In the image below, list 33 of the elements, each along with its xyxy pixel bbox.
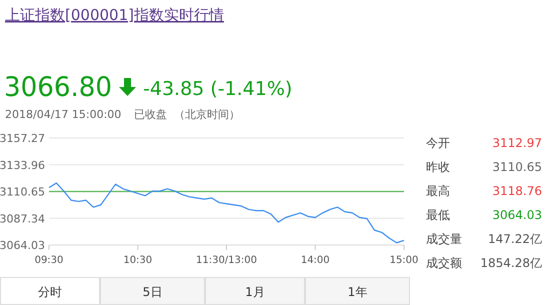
text: （北京时间） <box>174 108 240 121</box>
y-tick-label: 3064.03 <box>0 239 45 252</box>
text: 3110.65 <box>492 160 542 174</box>
text: 最高 <box>426 184 450 198</box>
text: 147.22亿 <box>488 232 542 246</box>
text: 3118.76 <box>492 184 542 198</box>
y-tick-label: 3110.65 <box>0 186 45 198</box>
text: 3112.97 <box>492 136 542 150</box>
text: 5日 <box>142 285 162 299</box>
text: 3066.80 <box>4 72 116 103</box>
text: 今开 <box>426 136 450 150</box>
text: 已收盘 <box>134 108 167 121</box>
line-series <box>48 182 405 244</box>
text: 成交额 <box>426 256 462 270</box>
text: 1854.28亿 <box>480 256 542 270</box>
x-tick-label: 10:30 <box>123 255 152 266</box>
x-tick-label: 09:30 <box>34 255 64 266</box>
y-tick-label: 3087.34 <box>0 212 45 226</box>
text: 昨收 <box>426 160 450 174</box>
text: -43.85 (-1.41%) <box>143 78 292 100</box>
text: 分时 <box>38 285 62 299</box>
text: 3064.03 <box>492 208 542 222</box>
text: 2018/04/17 15:00:00 <box>5 108 122 121</box>
x-tick-label: 11:30/13:00 <box>196 255 258 266</box>
y-tick-label: 3133.96 <box>0 158 45 172</box>
text: 1年 <box>348 285 368 299</box>
chart-title: 上证指数[000001]指数实时行情 <box>5 6 224 24</box>
text: 成交量 <box>426 232 462 246</box>
x-tick-label: 15:00 <box>390 255 418 266</box>
text: 1月 <box>245 285 265 299</box>
text: 最低 <box>426 208 450 222</box>
y-tick-label: 3157.27 <box>0 132 45 145</box>
x-tick-label: 14:00 <box>300 255 330 266</box>
